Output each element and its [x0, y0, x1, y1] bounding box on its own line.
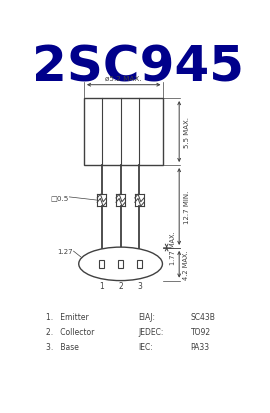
Text: 3.   Base: 3. Base — [46, 342, 79, 351]
Ellipse shape — [79, 247, 163, 281]
Text: □0.5: □0.5 — [50, 195, 68, 200]
Text: ø5.2 MAX.: ø5.2 MAX. — [105, 76, 142, 82]
Text: 1.27: 1.27 — [57, 249, 72, 254]
Bar — [99, 260, 104, 268]
Text: 2.   Collector: 2. Collector — [46, 327, 95, 336]
Text: PA33: PA33 — [191, 342, 210, 351]
Text: IEC:: IEC: — [139, 342, 153, 351]
Text: 12.7 MIN.: 12.7 MIN. — [184, 190, 190, 223]
Text: TO92: TO92 — [191, 327, 211, 336]
Text: 2: 2 — [118, 281, 123, 290]
Text: 4.2 MAX.: 4.2 MAX. — [183, 250, 189, 279]
Text: 1.77 MAX.: 1.77 MAX. — [170, 231, 176, 265]
Text: 2.54: 2.54 — [144, 256, 159, 261]
Text: 3: 3 — [137, 281, 142, 290]
Bar — [118, 260, 123, 268]
Text: 2SC945: 2SC945 — [32, 43, 244, 91]
Text: 5.5 MAX.: 5.5 MAX. — [184, 117, 190, 148]
Text: EIAJ:: EIAJ: — [139, 312, 155, 321]
Bar — [137, 260, 142, 268]
Text: JEDEC:: JEDEC: — [139, 327, 164, 336]
Text: 1.   Emitter: 1. Emitter — [46, 312, 89, 321]
Text: SC43B: SC43B — [191, 312, 215, 321]
Text: 1: 1 — [99, 281, 104, 290]
Bar — [84, 99, 164, 166]
